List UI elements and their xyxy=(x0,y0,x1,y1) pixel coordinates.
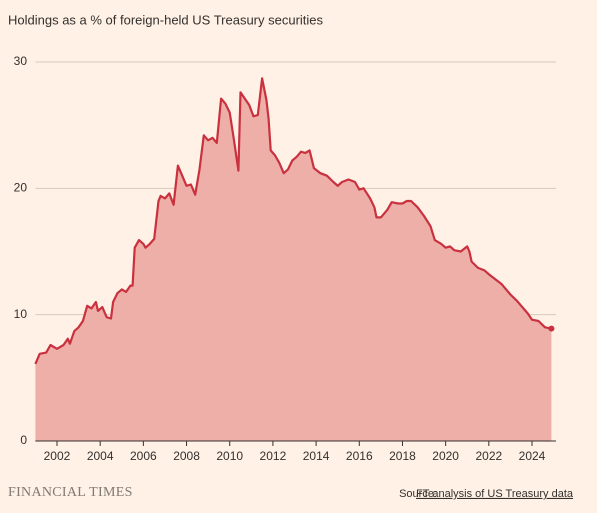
y-tick-label: 20 xyxy=(14,181,28,195)
y-tick-label: 30 xyxy=(14,54,28,68)
x-tick-label: 2022 xyxy=(475,449,502,463)
line xyxy=(34,77,552,365)
x-tick-label: 2002 xyxy=(44,449,71,463)
x-tick-label: 2018 xyxy=(389,449,416,463)
source-label: Source: xyxy=(399,488,437,500)
x-tick-label: 2014 xyxy=(303,449,330,463)
x-tick-label: 2004 xyxy=(87,449,114,463)
chart-title: Holdings as a % of foreign-held US Treas… xyxy=(8,12,324,27)
x-tick-label: 2020 xyxy=(432,449,459,463)
x-tick-label: 2016 xyxy=(346,449,373,463)
x-tick-label: 2008 xyxy=(173,449,200,463)
y-tick-label: 10 xyxy=(14,307,28,321)
x-tick-label: 2012 xyxy=(260,449,287,463)
area xyxy=(35,78,552,442)
brand: FINANCIAL TIMES xyxy=(8,485,133,500)
end-dot xyxy=(548,325,555,332)
x-tick-label: 2006 xyxy=(130,449,157,463)
y-tick-label: 0 xyxy=(20,433,27,447)
source-link[interactable]: FT analysis of US Treasury data xyxy=(416,488,574,500)
x-tick-label: 2010 xyxy=(216,449,243,463)
x-tick-label: 2024 xyxy=(519,449,546,463)
